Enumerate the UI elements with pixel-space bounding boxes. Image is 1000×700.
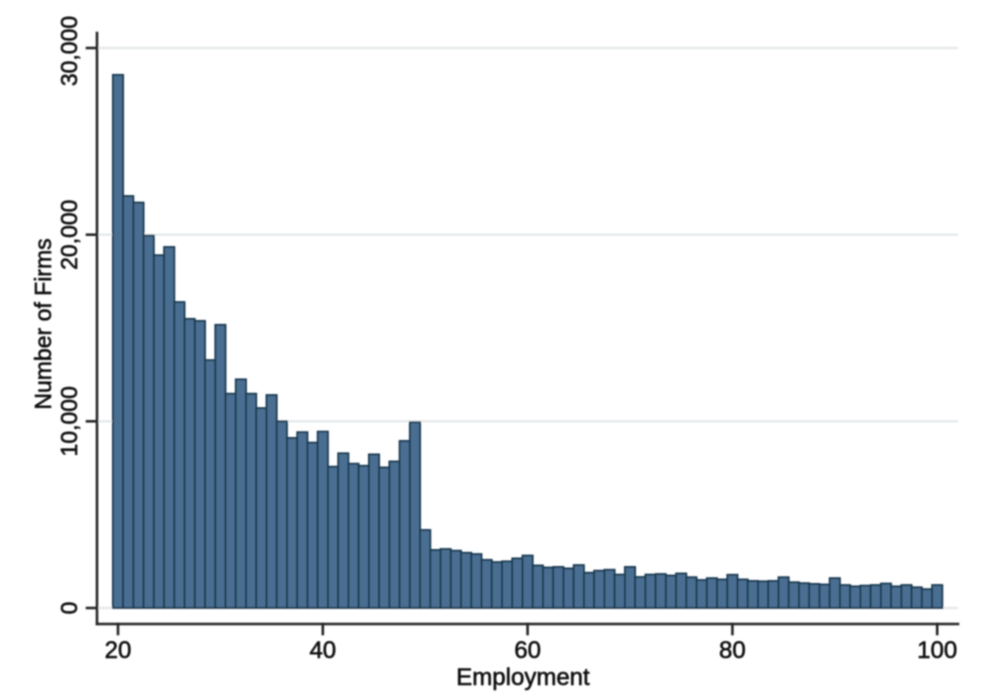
svg-text:Employment: Employment <box>456 664 590 691</box>
svg-text:Number of Firms: Number of Firms <box>30 238 56 409</box>
svg-text:10,000: 10,000 <box>56 386 82 456</box>
svg-text:40: 40 <box>309 637 336 664</box>
svg-text:20: 20 <box>105 637 132 664</box>
svg-text:30,000: 30,000 <box>56 16 82 86</box>
svg-text:60: 60 <box>514 637 541 664</box>
svg-text:80: 80 <box>719 637 746 664</box>
svg-text:100: 100 <box>917 637 957 664</box>
svg-text:20,000: 20,000 <box>56 200 82 270</box>
svg-text:0: 0 <box>56 602 82 615</box>
